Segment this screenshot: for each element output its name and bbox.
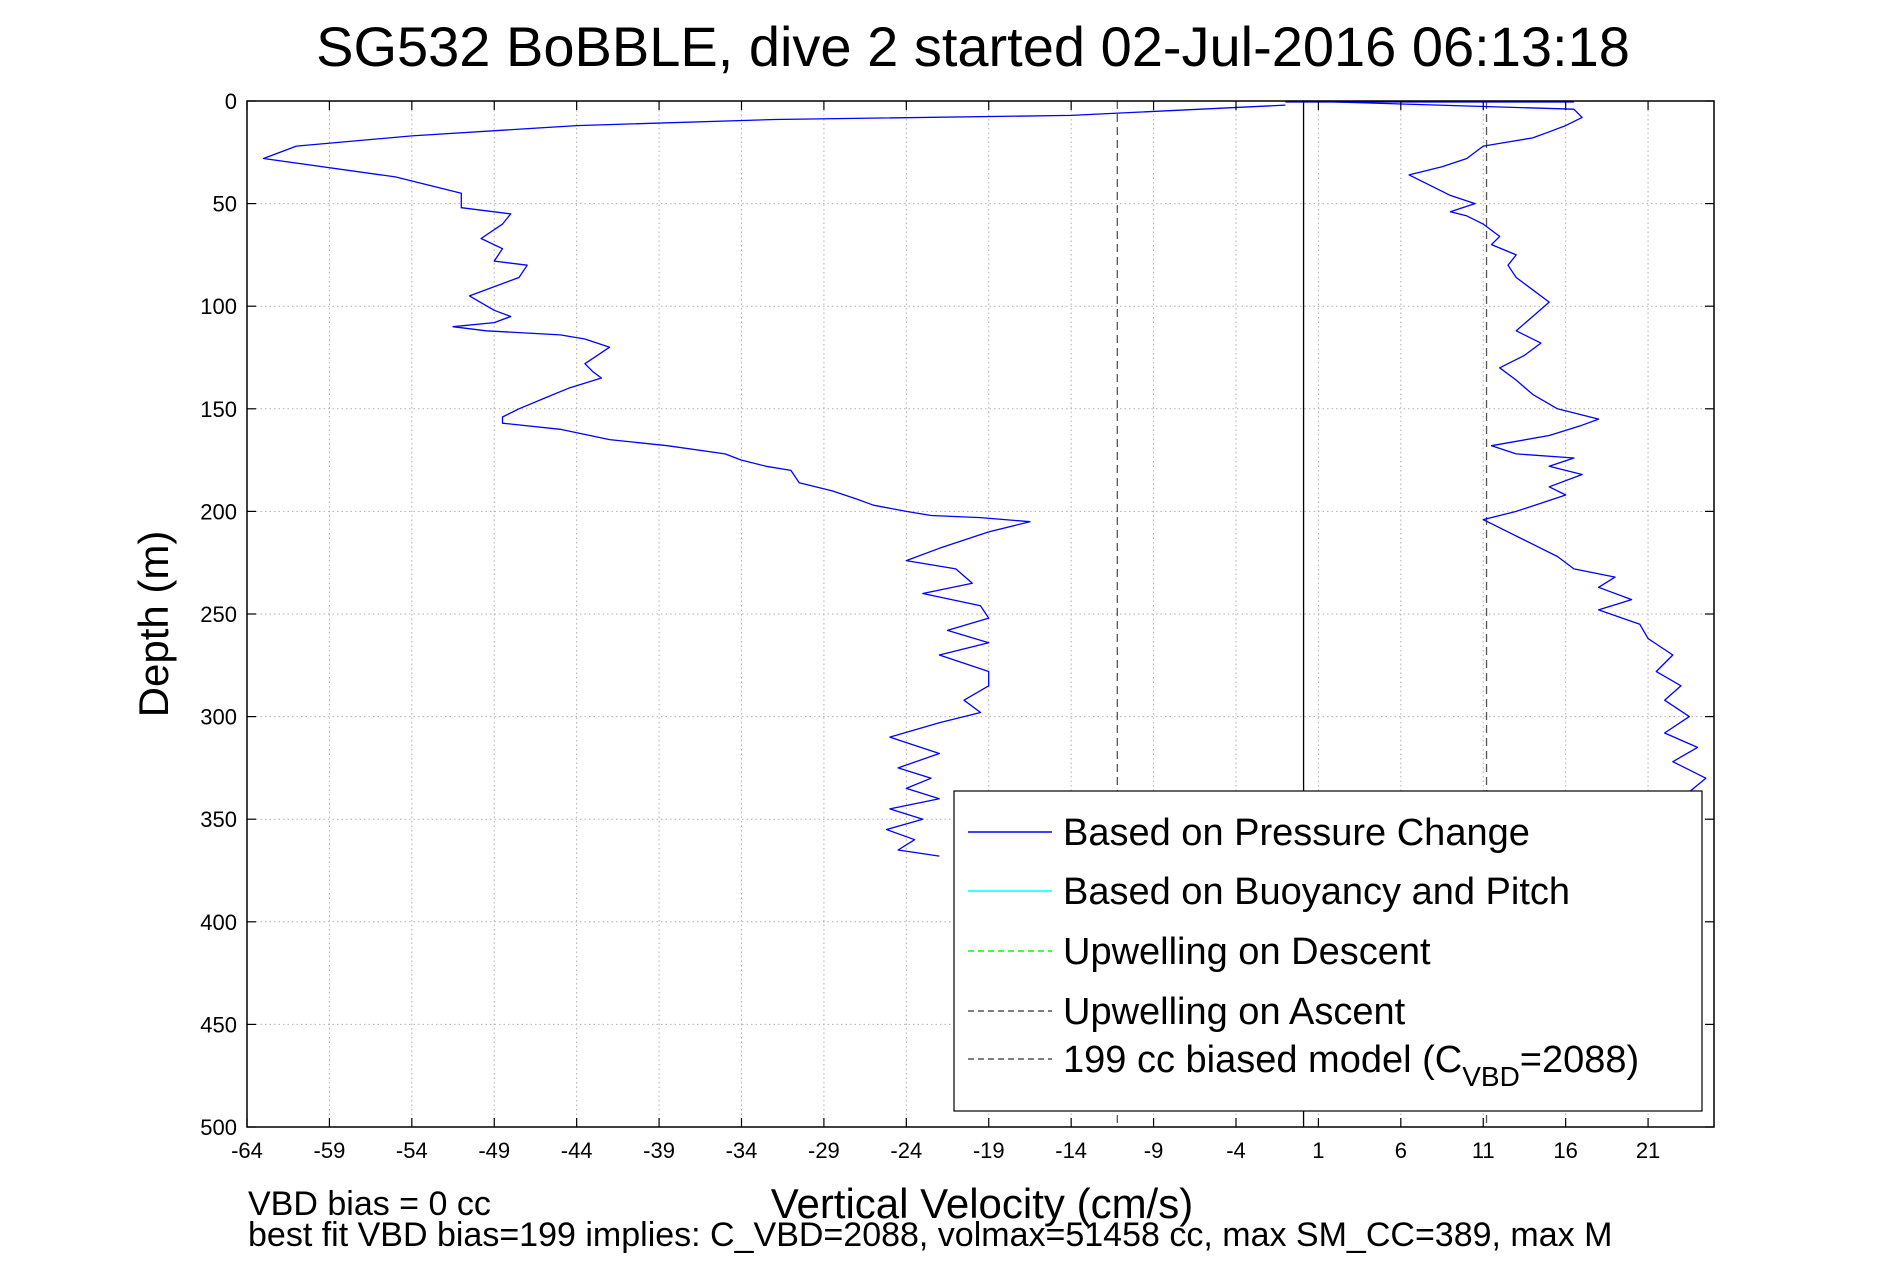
x-tick-label: -9 bbox=[1144, 1138, 1164, 1163]
x-tick-label: -4 bbox=[1226, 1138, 1246, 1163]
footnote-best-fit: best fit VBD bias=199 implies: C_VBD=208… bbox=[248, 1216, 1612, 1254]
x-tick-label: 1 bbox=[1312, 1138, 1324, 1163]
x-tick-label: -59 bbox=[314, 1138, 346, 1163]
x-tick-label: -64 bbox=[231, 1138, 263, 1163]
legend-box bbox=[953, 790, 1703, 1112]
x-axis-label: Vertical Velocity (cm/s) bbox=[771, 1180, 1193, 1227]
y-tick-label: 300 bbox=[200, 705, 237, 730]
pressure-change-descent-line bbox=[262, 104, 1286, 857]
y-tick-label: 0 bbox=[225, 89, 237, 114]
y-tick-label: 350 bbox=[200, 807, 237, 832]
y-tick-label: 450 bbox=[200, 1012, 237, 1037]
series-lines bbox=[262, 100, 1707, 857]
x-tick-label: -39 bbox=[643, 1138, 675, 1163]
axis-ticks: -64 -59 -54 -49 -44 -39 -34 -29 -24 -19 -14 -9 -4 1 6 1… bbox=[200, 89, 1714, 1163]
chart-title: SG532 BoBBLE, dive 2 started 02-Jul-2016… bbox=[316, 15, 1630, 78]
y-tick-label: 200 bbox=[200, 499, 237, 524]
x-tick-label: -44 bbox=[561, 1138, 593, 1163]
legend: Based on Pressure Change Based on Buoyanc… bbox=[953, 790, 1703, 1112]
legend-label: Upwelling on Ascent bbox=[1063, 991, 1406, 1033]
legend-label: Upwelling on Descent bbox=[1063, 931, 1431, 973]
y-tick-label: 150 bbox=[200, 397, 237, 422]
x-tick-label: -24 bbox=[890, 1138, 922, 1163]
x-tick-label: 21 bbox=[1636, 1138, 1660, 1163]
y-axis-label: Depth (m) bbox=[130, 531, 177, 718]
x-tick-label: -29 bbox=[808, 1138, 840, 1163]
y-tick-label: 400 bbox=[200, 910, 237, 935]
legend-label: Based on Buoyancy and Pitch bbox=[1063, 871, 1570, 913]
x-tick-label: -54 bbox=[396, 1138, 428, 1163]
x-tick-label: -34 bbox=[726, 1138, 758, 1163]
legend-label: Based on Pressure Change bbox=[1063, 812, 1530, 854]
x-tick-label: -14 bbox=[1055, 1138, 1087, 1163]
x-tick-label: -19 bbox=[973, 1138, 1005, 1163]
y-tick-label: 50 bbox=[213, 192, 237, 217]
x-tick-label: 6 bbox=[1395, 1138, 1407, 1163]
y-tick-label: 100 bbox=[200, 294, 237, 319]
legend-label: 199 cc biased model (CVBD=2088) bbox=[1063, 1039, 1639, 1092]
x-tick-label: 16 bbox=[1553, 1138, 1577, 1163]
x-tick-label: 11 bbox=[1472, 1138, 1495, 1163]
footnote-vbd-bias: VBD bias = 0 cc bbox=[248, 1185, 491, 1223]
x-tick-label: -49 bbox=[478, 1138, 510, 1163]
pressure-change-ascent-line bbox=[1301, 100, 1707, 810]
y-tick-label: 500 bbox=[200, 1115, 237, 1140]
y-tick-label: 250 bbox=[200, 602, 237, 627]
